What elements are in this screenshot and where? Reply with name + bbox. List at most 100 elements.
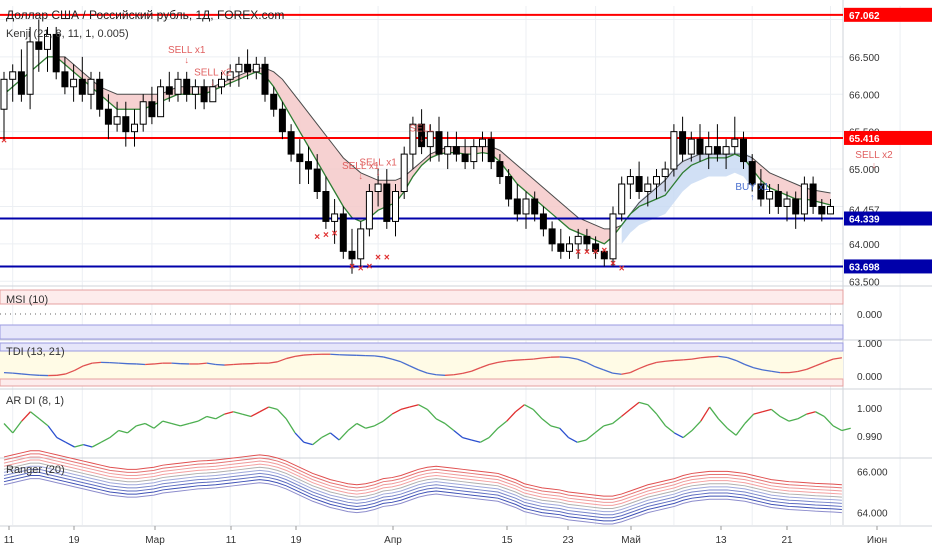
ardi-line-seg (604, 424, 613, 426)
ardi-line-seg (304, 442, 313, 444)
ardi-line-seg (101, 438, 110, 443)
x-mark: × (619, 264, 625, 275)
ardi-line-seg (763, 409, 772, 411)
price-label: 67.062 (849, 11, 880, 22)
candle (375, 184, 381, 191)
tdi-line-seg (436, 375, 445, 376)
ranger-band (4, 457, 842, 502)
ardi-line-seg (613, 416, 622, 423)
candle (575, 236, 581, 243)
x-tick-label: 11 (4, 535, 15, 546)
candle (801, 184, 807, 214)
ardi-line-seg (277, 409, 286, 418)
x-mark: × (575, 247, 581, 258)
indicator-label: Kenji (21, 8, 11, 1, 0.005) (6, 28, 129, 40)
ardi-line-seg (815, 412, 824, 417)
ranger-band (4, 472, 842, 517)
candle (784, 199, 790, 206)
ardi-line-seg (13, 421, 22, 433)
tdi-line-seg (524, 359, 533, 360)
ardi-line-seg (366, 426, 375, 428)
candle (749, 162, 755, 184)
ardi-line-seg (516, 405, 525, 412)
price-tick: 66.000 (849, 90, 880, 101)
ardi-line-seg (736, 424, 745, 436)
tdi-line-seg (304, 355, 313, 356)
ardi-line-seg (595, 426, 604, 433)
candle (514, 199, 520, 214)
tdi-line-seg (560, 357, 569, 358)
ardi-line-seg (454, 431, 463, 438)
ranger-title: Ranger (20) (6, 464, 65, 476)
ardi-line-seg (286, 419, 295, 433)
candle (201, 87, 207, 102)
kenji-upper-line (4, 57, 831, 229)
signal-arrow: ↑ (750, 192, 755, 202)
tdi-line-seg (136, 364, 145, 365)
ardi-line-seg (480, 438, 489, 443)
ardi-line-seg (189, 421, 198, 423)
candle (314, 169, 320, 191)
candle (706, 147, 712, 154)
ranger-band (4, 469, 842, 514)
ardi-line-seg (242, 414, 251, 416)
ardi-line-seg (419, 405, 428, 410)
candle (488, 139, 494, 161)
ranger-band (4, 463, 842, 508)
x-tick-label: Июн (867, 535, 887, 546)
ardi-line-seg (92, 442, 101, 447)
ardi-line-seg (392, 409, 401, 414)
x-mark: × (593, 247, 599, 258)
x-mark: × (384, 252, 390, 263)
tdi-line-seg (683, 359, 692, 360)
ardi-line-seg (4, 424, 13, 433)
candle (567, 244, 573, 251)
candle (662, 169, 668, 176)
ardi-line-seg (718, 419, 727, 428)
price-tick: 64.000 (849, 240, 880, 251)
tdi-line-seg (4, 373, 13, 374)
ardi-line-seg (383, 414, 392, 421)
ardi-line-seg (48, 426, 57, 438)
msi-band-top (0, 290, 843, 304)
tdi-line-seg (145, 364, 154, 365)
ranger-band (4, 466, 842, 511)
candle (306, 162, 312, 169)
ardi-line-seg (198, 416, 207, 421)
candle (236, 64, 242, 71)
ardi-line-seg (216, 414, 225, 419)
ardi-line-seg (207, 416, 216, 418)
ardi-line-seg (798, 414, 807, 419)
ardi-line-seg (410, 405, 419, 407)
candle (366, 192, 372, 229)
ardi-line-seg (110, 431, 119, 438)
candle (540, 214, 546, 229)
ardi-line-seg (401, 407, 410, 409)
ardi-line-seg (657, 414, 666, 426)
tdi-line-seg (198, 363, 207, 364)
x-tick-label: 13 (715, 535, 727, 546)
tdi-line-seg (701, 357, 710, 358)
signal-arrow: ↓ (184, 55, 189, 65)
tdi-title: TDI (13, 21) (6, 346, 65, 358)
candle (262, 64, 268, 94)
ardi-line-seg (436, 419, 445, 424)
ardi-line-seg (66, 442, 75, 447)
candle (775, 192, 781, 207)
ardi-line-seg (57, 438, 66, 443)
price-label: 63.698 (849, 262, 880, 273)
ardi-line-seg (568, 438, 577, 443)
x-mark: × (1, 136, 7, 147)
candle (53, 34, 59, 71)
ardi-line-seg (621, 409, 630, 416)
candle (401, 154, 407, 191)
candle (462, 154, 468, 161)
signal-arrow: ↓ (419, 134, 424, 144)
ranger-band (4, 476, 842, 521)
tdi-line-seg (30, 375, 39, 376)
ardi-line-seg (163, 421, 172, 423)
tdi-line-seg (225, 365, 234, 366)
candle (140, 102, 146, 124)
ardi-line-seg (507, 412, 516, 421)
